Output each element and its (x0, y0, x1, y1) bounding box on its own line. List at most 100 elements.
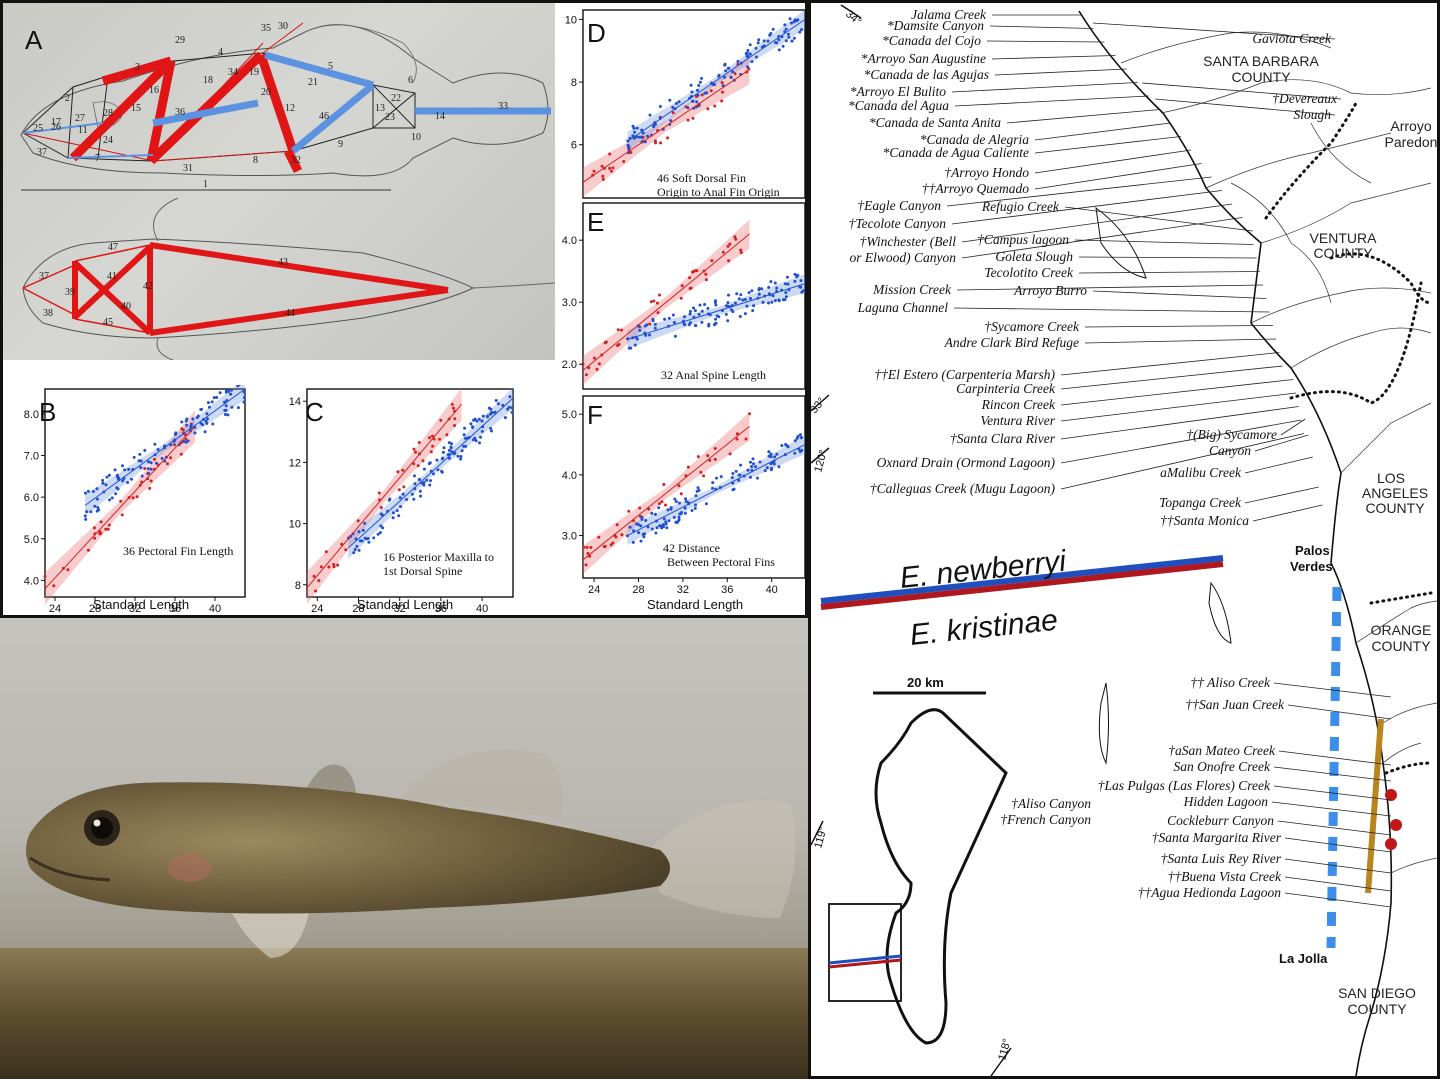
data-point (700, 309, 704, 313)
data-point (798, 285, 802, 289)
data-point (230, 405, 234, 409)
data-point (747, 291, 751, 295)
data-point (137, 459, 141, 463)
data-point (357, 548, 361, 552)
svg-text:40: 40 (121, 301, 131, 312)
map-label: Cockleburr Canyon (1167, 813, 1274, 828)
svg-text:36: 36 (175, 107, 185, 118)
data-point (727, 293, 730, 297)
svg-text:27: 27 (75, 113, 85, 124)
y-tick-label: 3.0 (562, 297, 577, 309)
leader-line (1278, 750, 1392, 766)
data-point (750, 465, 754, 468)
data-point (703, 303, 707, 306)
map-label: ††Agua Hedionda Lagoon (1138, 885, 1281, 900)
species-label-kristinae: E. kristinae (908, 604, 1059, 652)
x-tick-label: 28 (632, 584, 644, 596)
data-point (790, 39, 794, 43)
data-point (223, 413, 227, 416)
data-point (143, 467, 147, 470)
data-point (731, 70, 734, 74)
data-point (679, 492, 683, 496)
data-point (717, 315, 721, 319)
data-point (793, 451, 797, 455)
data-point (680, 284, 684, 288)
map-label: ††San Juan Creek (1186, 697, 1285, 712)
data-point (224, 390, 228, 394)
morph-number-labels-ventral: 37 38 39 40 41 42 43 44 45 47 (39, 242, 295, 328)
map-label: Slough (1293, 107, 1331, 122)
data-point (639, 524, 643, 528)
data-point (713, 83, 716, 87)
data-point (398, 496, 402, 500)
inset-california (874, 708, 1008, 1045)
data-point (230, 388, 233, 392)
data-point (479, 435, 482, 439)
data-point (446, 453, 450, 457)
data-point (775, 452, 779, 456)
goby-illustration (0, 750, 808, 1079)
data-point (427, 436, 431, 440)
leader-line (1060, 433, 1305, 490)
data-point (597, 362, 601, 366)
data-point (608, 166, 612, 170)
map-label: Ventura River (980, 413, 1055, 428)
data-point (401, 468, 405, 472)
map-label: Arroyo (1390, 118, 1431, 134)
data-point (668, 98, 672, 102)
data-point (441, 450, 445, 454)
data-point (478, 441, 481, 445)
data-point (638, 325, 641, 329)
y-tick-label: 4.0 (562, 470, 577, 482)
data-point (601, 174, 605, 178)
data-point (412, 462, 416, 466)
data-point (690, 90, 694, 94)
map-label: Tecolotito Creek (984, 265, 1074, 280)
data-point (205, 417, 209, 421)
data-point (439, 418, 443, 422)
data-point (611, 166, 615, 170)
data-point (166, 462, 169, 466)
map-label: Topanga Creek (1159, 495, 1242, 510)
svg-text:20: 20 (261, 87, 271, 98)
data-point (655, 301, 659, 305)
leader-line (946, 176, 1212, 207)
data-point (693, 506, 697, 510)
map-label: *Canada de las Agujas (864, 67, 989, 82)
data-point (357, 530, 361, 534)
svg-text:37: 37 (39, 271, 49, 282)
data-point (699, 470, 703, 474)
data-point (737, 478, 741, 482)
data-point (474, 439, 478, 443)
leader-line (1271, 801, 1392, 817)
regression-line (627, 444, 806, 536)
data-point (641, 131, 645, 135)
data-point (440, 469, 444, 473)
data-point (84, 517, 88, 521)
data-point (800, 28, 803, 32)
plot-frame (582, 202, 806, 390)
data-point (700, 76, 703, 80)
data-point (450, 442, 454, 446)
data-point (242, 400, 246, 404)
data-point (793, 18, 797, 22)
leader-line (961, 203, 1233, 243)
data-point (435, 458, 439, 462)
data-point (672, 515, 676, 519)
data-point (363, 521, 367, 525)
data-point (475, 419, 479, 423)
data-point (412, 447, 416, 451)
chart-f: 3.0 4.0 5.0 24 28 32 36 40 Standard Length F 42 Di… (562, 395, 806, 612)
data-point (626, 143, 630, 147)
data-point (654, 141, 657, 145)
data-point (448, 456, 451, 460)
data-point (503, 416, 507, 420)
data-point (139, 466, 143, 470)
data-point (706, 306, 710, 310)
data-point (727, 259, 731, 263)
svg-text:9: 9 (338, 139, 343, 150)
data-point (143, 448, 147, 452)
place-verdes: Verdes (1290, 559, 1333, 574)
map-label: †Las Pulgas (Las Flores) Creek (1098, 778, 1271, 793)
